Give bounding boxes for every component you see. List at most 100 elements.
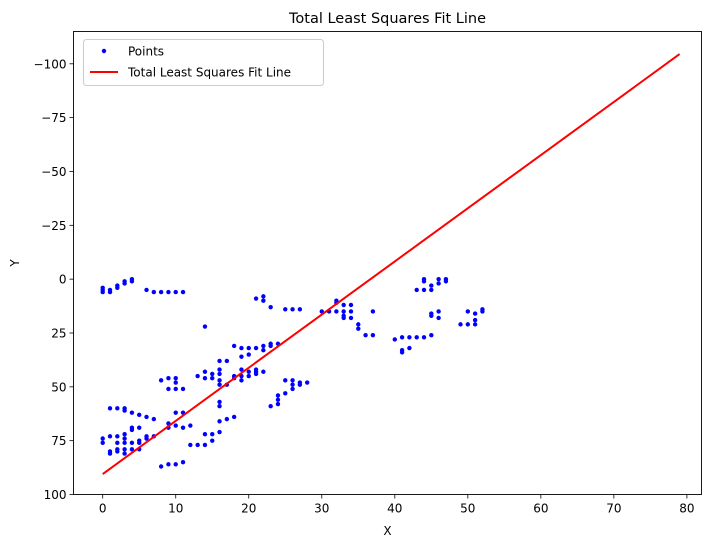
data-point — [129, 427, 135, 433]
chart-title: Total Least Squares Fit Line — [288, 11, 486, 27]
data-point — [217, 419, 222, 424]
data-point — [458, 322, 463, 327]
data-point — [246, 369, 251, 374]
data-point — [436, 309, 441, 314]
legend: Points Total Least Squares Fit Line — [83, 39, 324, 86]
plot-frame — [73, 31, 702, 495]
data-point — [180, 425, 186, 430]
data-point — [122, 408, 127, 413]
data-point — [217, 358, 222, 364]
data-point — [239, 345, 244, 351]
data-point — [392, 337, 398, 342]
data-point — [414, 335, 419, 340]
data-point — [217, 429, 222, 435]
data-point — [268, 304, 273, 310]
data-point — [283, 307, 288, 312]
data-point — [436, 315, 441, 321]
data-point — [253, 371, 259, 377]
data-point — [115, 434, 120, 439]
y-axis-label: Y — [8, 259, 22, 268]
data-point — [370, 332, 376, 338]
data-point — [465, 322, 471, 327]
data-point — [429, 313, 434, 318]
legend-fit-line-label: Total Least Squares Fit Line — [127, 66, 291, 80]
data-point — [122, 436, 127, 441]
data-point — [210, 438, 215, 443]
data-point — [341, 309, 346, 314]
x-tick-label: 70 — [606, 502, 621, 516]
data-point — [137, 440, 142, 446]
data-point — [341, 315, 346, 321]
y-tick-label: 100 — [44, 488, 67, 502]
data-point — [283, 378, 288, 383]
data-point — [180, 386, 186, 392]
data-point — [217, 404, 222, 409]
x-tick-label: 30 — [314, 502, 329, 516]
data-point — [173, 386, 178, 392]
data-point — [253, 296, 259, 301]
data-point — [341, 302, 346, 308]
data-point — [261, 298, 266, 303]
data-point — [217, 371, 222, 377]
data-point — [166, 289, 171, 295]
data-point — [188, 442, 193, 448]
data-point — [166, 386, 171, 392]
data-point — [231, 414, 237, 420]
data-point — [107, 406, 113, 411]
x-axis-label: X — [383, 524, 391, 538]
data-point — [115, 406, 120, 411]
data-point — [173, 423, 178, 428]
data-point — [151, 416, 157, 422]
data-point — [115, 449, 120, 454]
data-point — [290, 382, 295, 387]
data-point — [122, 281, 127, 286]
data-point — [246, 345, 251, 351]
data-point — [202, 324, 208, 329]
data-point — [246, 352, 251, 357]
data-point — [348, 302, 354, 308]
data-point — [275, 393, 281, 398]
data-point — [173, 376, 178, 381]
data-point — [100, 436, 105, 441]
data-point — [122, 447, 127, 452]
y-tick-label: −100 — [34, 57, 67, 71]
legend-points-marker — [101, 48, 107, 54]
legend-points-label: Points — [128, 45, 164, 59]
data-point — [268, 343, 273, 349]
data-point — [151, 289, 157, 295]
data-point — [261, 294, 266, 299]
data-point — [268, 404, 273, 409]
data-point — [224, 358, 230, 364]
data-point — [129, 440, 135, 446]
y-axis: 100 75 50 25 0 −25 −50 −75 −100 — [34, 57, 74, 502]
data-point — [465, 309, 471, 314]
data-point — [472, 317, 478, 323]
data-point — [290, 307, 295, 312]
data-point — [217, 382, 222, 387]
data-point — [429, 283, 434, 288]
data-point — [239, 354, 244, 359]
data-point — [100, 289, 105, 295]
data-point — [173, 462, 178, 467]
data-point — [261, 343, 266, 349]
data-point — [166, 376, 171, 381]
data-point — [348, 309, 354, 314]
data-point — [399, 335, 405, 340]
plot-area — [100, 53, 681, 475]
data-point — [304, 380, 310, 385]
data-point — [100, 440, 105, 446]
data-point — [414, 287, 419, 293]
y-tick-label: −75 — [41, 111, 66, 125]
data-point — [158, 464, 164, 469]
data-point — [429, 332, 434, 338]
x-tick-label: 10 — [168, 502, 183, 516]
data-point — [363, 332, 368, 338]
data-point — [217, 399, 222, 405]
data-point — [253, 345, 259, 351]
data-point — [283, 391, 288, 396]
data-point — [224, 416, 230, 422]
data-point — [195, 373, 200, 379]
data-point — [290, 378, 295, 383]
data-point — [210, 432, 215, 437]
data-point — [210, 376, 215, 381]
